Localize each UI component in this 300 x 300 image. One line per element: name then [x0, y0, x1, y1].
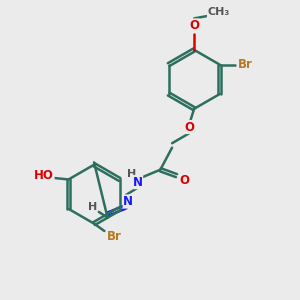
- Text: Br: Br: [238, 58, 253, 71]
- Text: CH₃: CH₃: [208, 8, 230, 17]
- Text: O: O: [180, 173, 190, 187]
- Text: H: H: [88, 202, 97, 212]
- Text: N: N: [123, 195, 133, 208]
- Text: O: O: [189, 19, 199, 32]
- Text: H: H: [127, 169, 136, 179]
- Text: N: N: [133, 176, 142, 189]
- Text: HO: HO: [34, 169, 54, 182]
- Text: O: O: [185, 121, 195, 134]
- Text: Br: Br: [107, 230, 122, 243]
